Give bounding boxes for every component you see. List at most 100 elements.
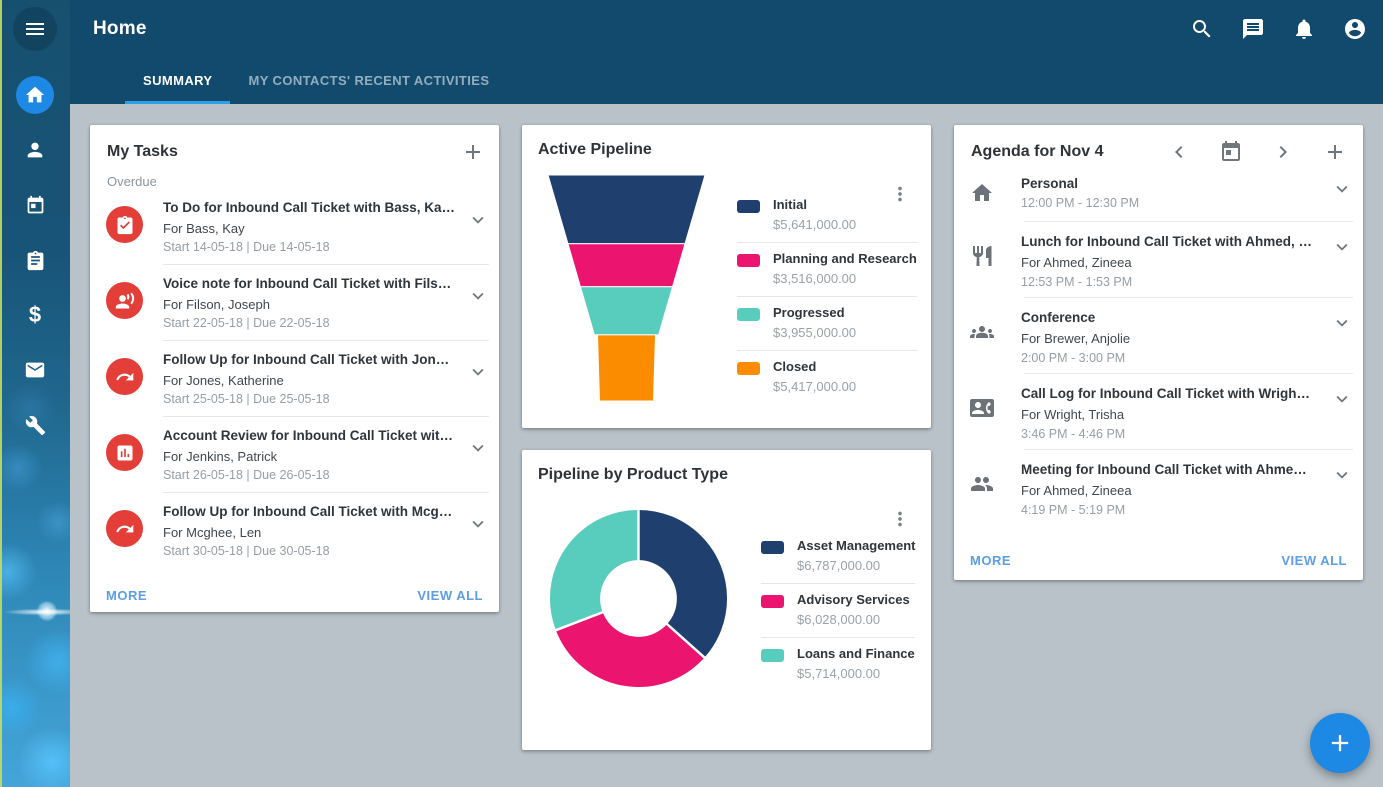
chevron-down-icon[interactable]	[1331, 312, 1353, 334]
legend-value: $3,516,000.00	[773, 271, 857, 286]
wrench-icon	[25, 415, 46, 436]
chevron-down-icon[interactable]	[1331, 464, 1353, 486]
event-title: Conference	[1021, 310, 1096, 325]
topbar-actions	[1190, 17, 1367, 41]
legend-swatch	[761, 649, 784, 662]
task-row[interactable]: Account Review for Inbound Call Ticket w…	[90, 417, 499, 493]
overdue-label: Overdue	[107, 174, 157, 189]
task-row[interactable]: Follow Up for Inbound Call Ticket with M…	[90, 493, 499, 569]
event-title: Lunch for Inbound Call Ticket with Ahmed…	[1021, 234, 1313, 249]
add-task-button[interactable]	[461, 140, 485, 164]
sidebar-item-calendar[interactable]	[16, 186, 54, 224]
hamburger-menu-button[interactable]	[13, 7, 57, 51]
legend-item: Asset Management $6,787,000.00	[761, 530, 916, 584]
add-event-button[interactable]	[1323, 140, 1347, 164]
event-time: 12:53 PM - 1:53 PM	[1021, 275, 1133, 289]
legend-swatch	[737, 362, 760, 375]
event-contact: For Wright, Trisha	[1021, 407, 1125, 422]
agenda-row[interactable]: Personal 12:00 PM - 12:30 PM	[954, 164, 1363, 222]
chevron-down-icon[interactable]	[1331, 178, 1353, 200]
task-row[interactable]: To Do for Inbound Call Ticket with Bass,…	[90, 189, 499, 265]
follow-up-arrow-icon	[115, 519, 135, 539]
task-row[interactable]: Follow Up for Inbound Call Ticket with J…	[90, 341, 499, 417]
sidebar: $	[0, 0, 70, 787]
chevron-down-icon[interactable]	[467, 437, 489, 459]
legend-item: Progressed $3,955,000.00	[737, 297, 917, 351]
active-pipeline-title: Active Pipeline	[538, 141, 652, 158]
calendar-picker-icon[interactable]	[1219, 140, 1243, 164]
chevron-down-icon[interactable]	[1331, 236, 1353, 258]
legend-value: $3,955,000.00	[773, 325, 857, 340]
event-title: Meeting for Inbound Call Ticket with Ahm…	[1021, 462, 1307, 477]
more-link[interactable]: MORE	[106, 587, 147, 603]
tab-summary[interactable]: SUMMARY	[125, 57, 231, 104]
sidebar-item-deals[interactable]: $	[16, 296, 54, 334]
chevron-down-icon[interactable]	[467, 285, 489, 307]
legend-swatch	[761, 595, 784, 608]
chevron-down-icon[interactable]	[467, 361, 489, 383]
agenda-row[interactable]: Call Log for Inbound Call Ticket with Wr…	[954, 374, 1363, 450]
task-dates: Start 26-05-18 | Due 26-05-18	[163, 468, 330, 482]
chevron-down-icon[interactable]	[467, 209, 489, 231]
funnel-legend: Initial $5,641,000.00 Planning and Resea…	[737, 175, 917, 406]
kebab-menu-icon[interactable]	[889, 183, 911, 205]
tab-recent-activities[interactable]: MY CONTACTS' RECENT ACTIVITIES	[248, 73, 490, 88]
task-title: Follow Up for Inbound Call Ticket with J…	[163, 352, 450, 367]
task-row[interactable]: Voice note for Inbound Call Ticket with …	[90, 265, 499, 341]
legend-item: Advisory Services $6,028,000.00	[761, 584, 916, 638]
agenda-row[interactable]: Lunch for Inbound Call Ticket with Ahmed…	[954, 222, 1363, 298]
chevron-left-icon[interactable]	[1167, 140, 1191, 164]
legend-swatch	[737, 308, 760, 321]
more-link[interactable]: MORE	[970, 552, 1011, 568]
task-contact: For Mcghee, Len	[163, 525, 262, 540]
view-all-link[interactable]: VIEW ALL	[417, 587, 483, 603]
dashboard-content: My Tasks Overdue To Do for Inbound Call …	[70, 104, 1383, 787]
page-title: Home	[93, 17, 147, 39]
my-tasks-card: My Tasks Overdue To Do for Inbound Call …	[90, 125, 499, 612]
account-avatar-icon[interactable]	[1343, 17, 1367, 41]
funnel-chart	[547, 174, 706, 406]
groups-icon	[970, 320, 994, 344]
legend-label: Planning and Research	[773, 251, 917, 266]
voice-note-icon	[115, 291, 135, 311]
event-time: 3:46 PM - 4:46 PM	[1021, 427, 1126, 441]
legend-value: $5,714,000.00	[797, 666, 881, 681]
sidebar-item-home[interactable]	[16, 76, 54, 114]
pipeline-by-product-card: Pipeline by Product Type Asset Managemen…	[522, 450, 931, 750]
home-icon	[24, 84, 46, 106]
event-contact: For Brewer, Anjolie	[1021, 331, 1131, 346]
chat-icon[interactable]	[1241, 17, 1265, 41]
view-all-link[interactable]: VIEW ALL	[1281, 552, 1347, 568]
active-pipeline-card: Active Pipeline Initial $5,641,000.00	[522, 125, 931, 428]
legend-label: Closed	[773, 359, 817, 374]
follow-up-arrow-icon	[115, 367, 135, 387]
task-contact: For Jones, Katherine	[163, 373, 284, 388]
chevron-right-icon[interactable]	[1271, 140, 1295, 164]
task-dates: Start 30-05-18 | Due 30-05-18	[163, 544, 330, 558]
legend-label: Asset Management	[797, 538, 916, 553]
legend-value: $5,641,000.00	[773, 217, 857, 232]
sidebar-item-contacts[interactable]	[16, 131, 54, 169]
task-title: Account Review for Inbound Call Ticket w…	[163, 428, 454, 443]
chevron-down-icon[interactable]	[467, 513, 489, 535]
donut-legend: Asset Management $6,787,000.00 Advisory …	[761, 500, 916, 694]
sidebar-item-tools[interactable]	[16, 406, 54, 444]
agenda-row[interactable]: Meeting for Inbound Call Ticket with Ahm…	[954, 450, 1363, 526]
task-dates: Start 25-05-18 | Due 25-05-18	[163, 392, 330, 406]
chevron-down-icon[interactable]	[1331, 388, 1353, 410]
sidebar-item-tasks[interactable]	[16, 241, 54, 279]
fab-add-button[interactable]	[1310, 713, 1370, 773]
task-title: To Do for Inbound Call Ticket with Bass,…	[163, 200, 456, 215]
task-contact: For Jenkins, Patrick	[163, 449, 278, 464]
notifications-bell-icon[interactable]	[1292, 17, 1316, 41]
event-title: Call Log for Inbound Call Ticket with Wr…	[1021, 386, 1310, 401]
kebab-menu-icon[interactable]	[889, 508, 911, 530]
legend-value: $6,787,000.00	[797, 558, 881, 573]
pipeline-by-product-title: Pipeline by Product Type	[538, 466, 728, 483]
sidebar-item-mail[interactable]	[16, 351, 54, 389]
legend-swatch	[761, 541, 784, 554]
legend-value: $6,028,000.00	[797, 612, 881, 627]
search-icon[interactable]	[1190, 17, 1214, 41]
agenda-row[interactable]: Conference For Brewer, Anjolie 2:00 PM -…	[954, 298, 1363, 374]
legend-value: $5,417,000.00	[773, 379, 857, 394]
